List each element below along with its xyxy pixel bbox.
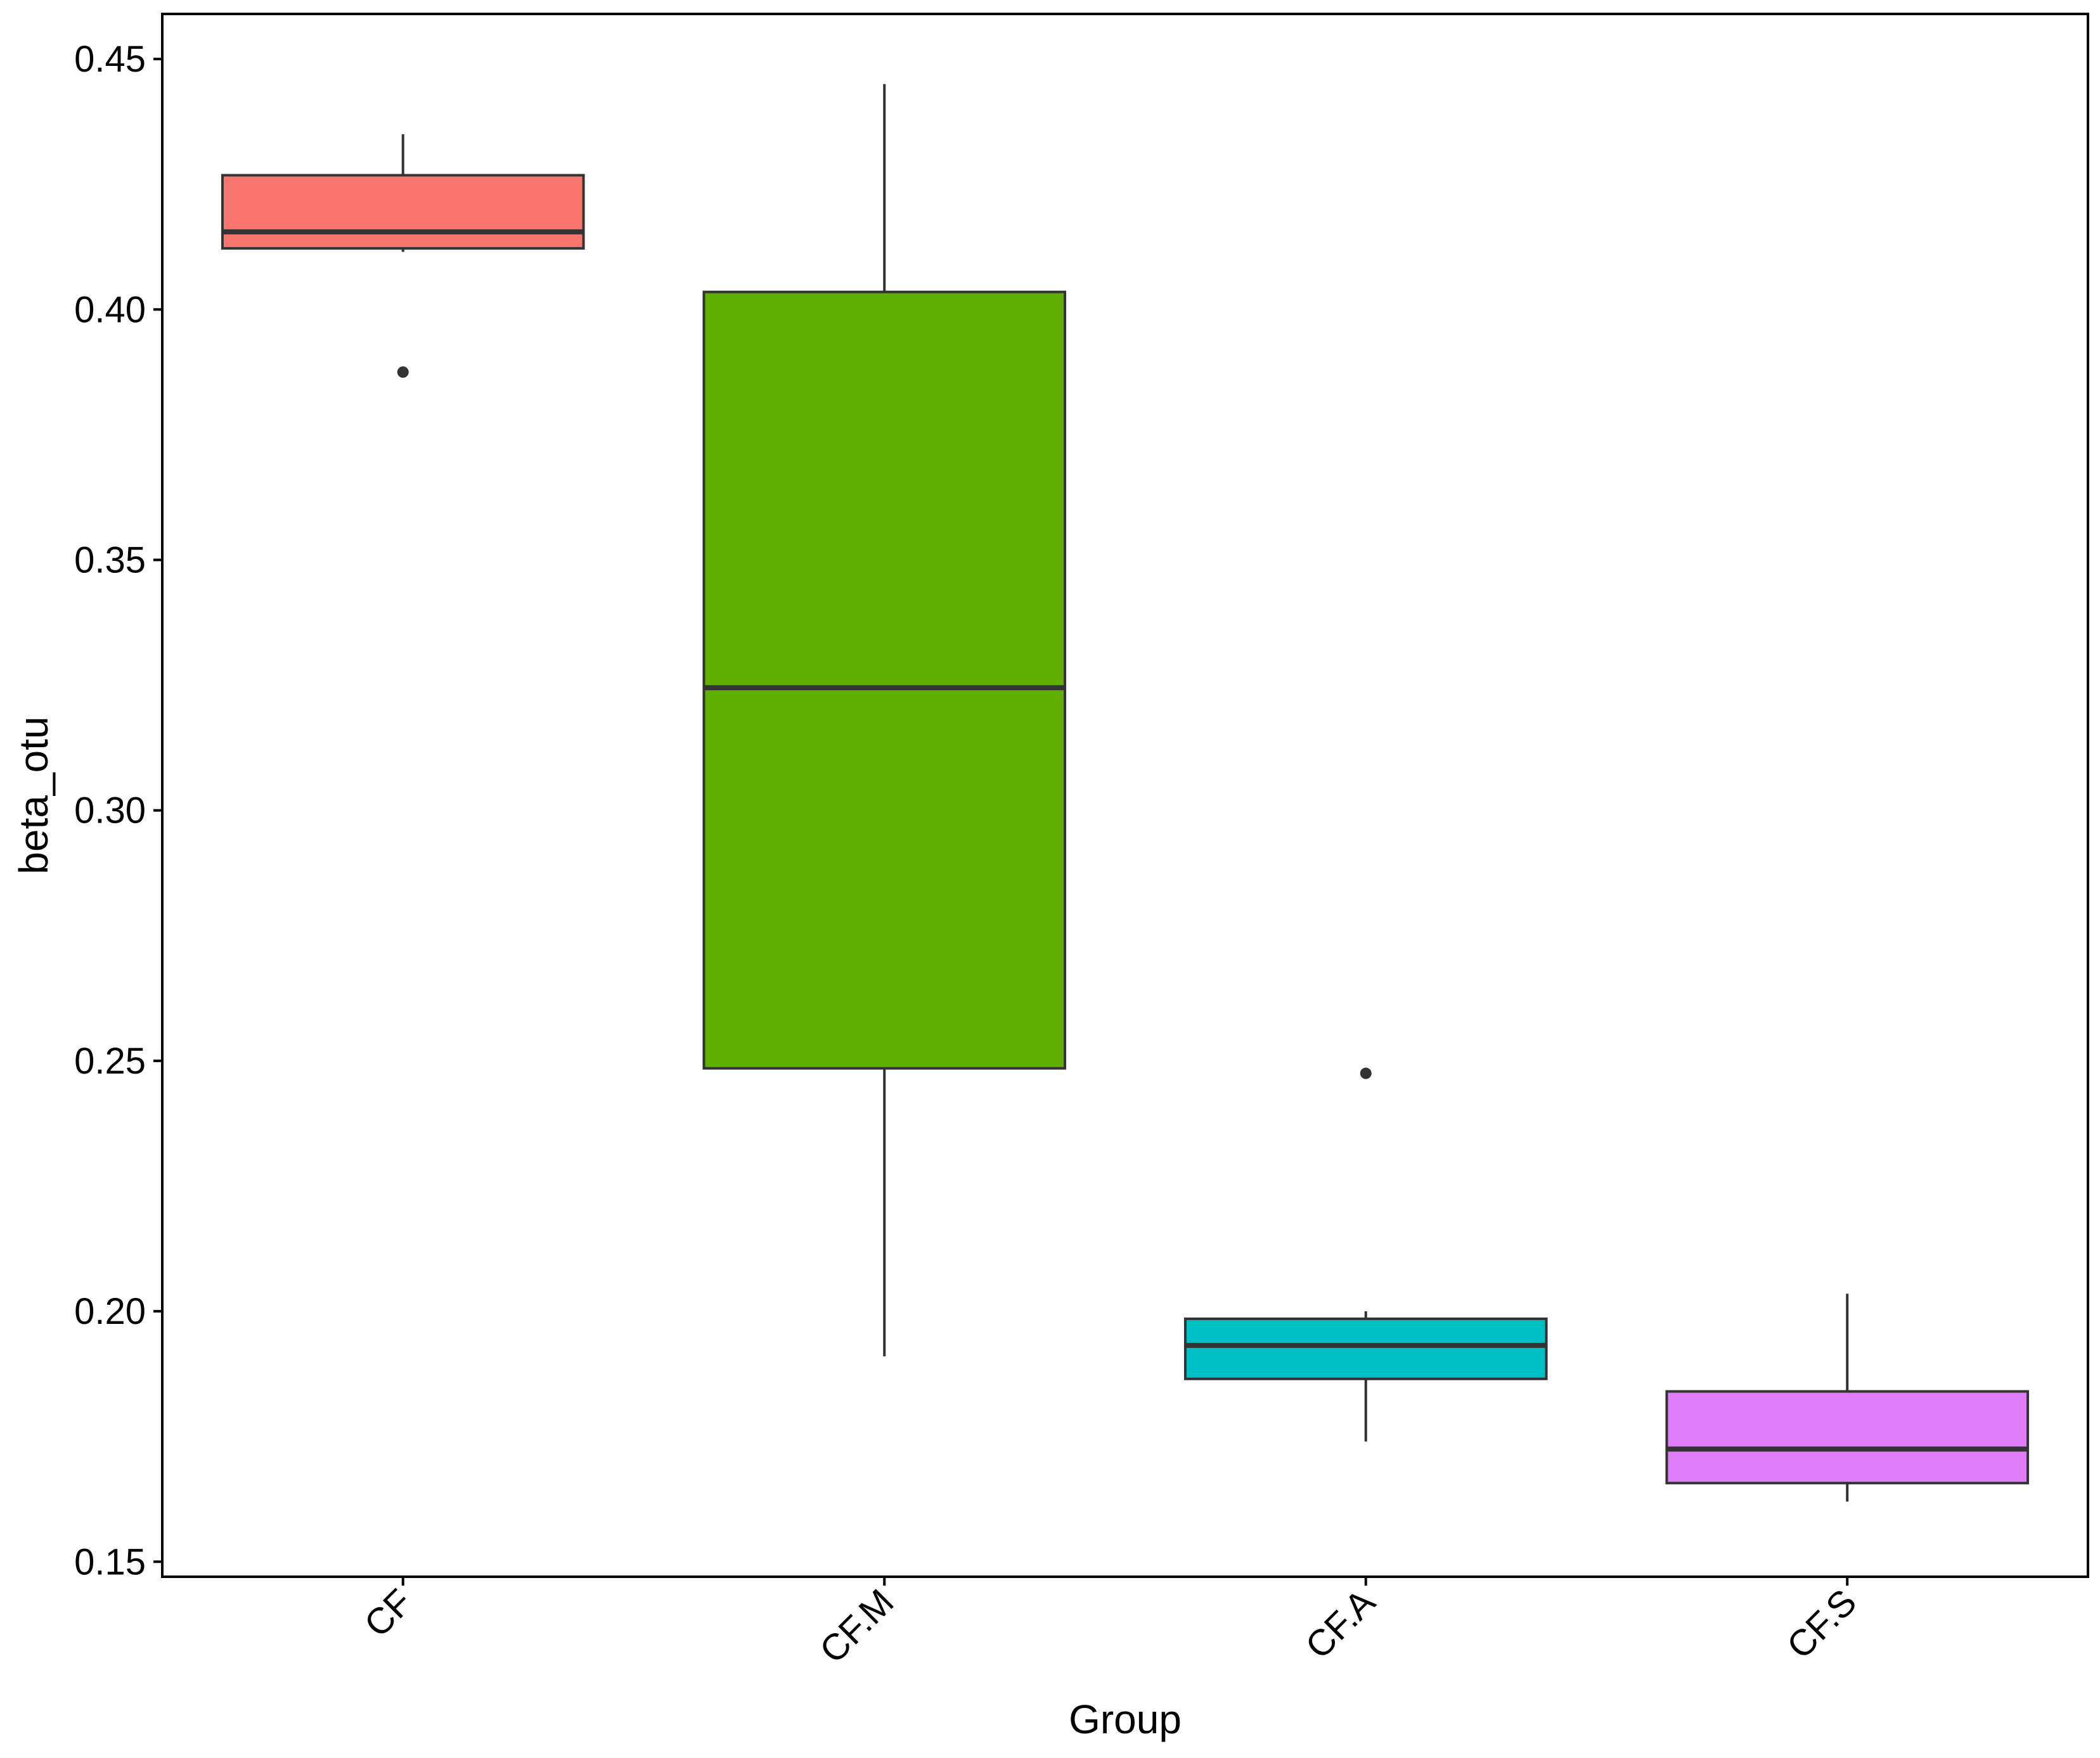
y-axis-title: beta_otu	[11, 716, 56, 874]
y-tick-label: 0.25	[74, 1041, 146, 1082]
box-body	[702, 290, 1067, 1070]
box-body	[1665, 1390, 2030, 1485]
box-cf-m	[702, 84, 1067, 1357]
boxes-layer	[221, 84, 2030, 1502]
box-body	[1183, 1317, 1548, 1380]
y-tick-label: 0.45	[74, 39, 146, 80]
y-axis: 0.15 0.20 0.25 0.30 0.35 0.40 0.45	[74, 39, 162, 1582]
x-tick-label: CF	[356, 1581, 420, 1645]
x-tick-label: CF.A	[1298, 1581, 1383, 1667]
x-tick-label: CF.S	[1779, 1581, 1865, 1667]
y-tick-label: 0.20	[74, 1291, 146, 1332]
box-cf-s	[1665, 1293, 2030, 1502]
plot-panel	[161, 13, 2089, 1578]
y-tick-label: 0.35	[74, 540, 146, 581]
box-cf-a	[1183, 1067, 1548, 1442]
y-tick-label: 0.40	[74, 289, 146, 330]
y-tick-label: 0.30	[74, 790, 146, 831]
outlier-point	[397, 366, 409, 378]
box-cf	[221, 134, 585, 378]
x-axis: CF CF.M CF.A CF.S	[356, 1577, 1864, 1671]
box-body	[221, 174, 585, 250]
y-tick-label: 0.15	[74, 1541, 146, 1582]
x-tick-label: CF.M	[812, 1581, 902, 1671]
outlier-point	[1360, 1067, 1372, 1079]
x-axis-title: Group	[1069, 1697, 1182, 1742]
